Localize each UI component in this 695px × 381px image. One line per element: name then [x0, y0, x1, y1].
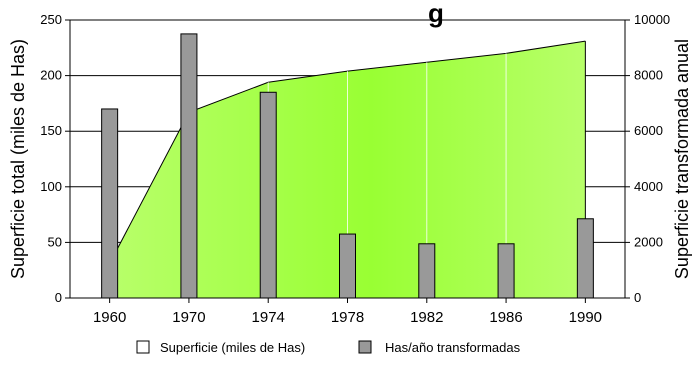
legend-swatch-bar: [358, 340, 372, 354]
right-tick-label: 0: [634, 290, 641, 305]
chart-title-fragment: g: [428, 0, 444, 28]
x-tick-label: 1982: [410, 309, 443, 326]
x-tick-label: 1960: [93, 309, 126, 326]
right-tick-label: 10000: [634, 12, 670, 27]
x-tick-label: 1978: [331, 309, 364, 326]
bar-1978: [339, 233, 356, 299]
bar-1960: [101, 108, 119, 299]
bar-1970: [180, 33, 198, 299]
left-tick-label: 100: [40, 179, 62, 194]
right-tick-label: 8000: [634, 68, 663, 83]
right-tick-label: 6000: [634, 123, 663, 138]
legend-label-bar: Has/año transformadas: [385, 340, 521, 355]
left-axis-title: Superficie total (miles de Has): [8, 39, 28, 279]
x-tick-label: 1990: [569, 309, 602, 326]
left-tick-label: 200: [40, 68, 62, 83]
left-tick-label: 0: [55, 290, 62, 305]
left-tick-label: 250: [40, 12, 62, 27]
right-tick-label: 2000: [634, 234, 663, 249]
right-tick-label: 4000: [634, 179, 663, 194]
bar-1982: [418, 243, 436, 299]
legend-swatch-area: [136, 340, 150, 354]
axes: 0 50 100 150 200 250 0 2000 4000 6000 8000 10000 196…: [8, 12, 692, 326]
legend: Superficie (miles de Has) Has/año transf…: [136, 340, 521, 355]
legend-label-area: Superficie (miles de Has): [160, 340, 305, 355]
left-tick-label: 150: [40, 123, 62, 138]
left-tick-label: 50: [48, 234, 62, 249]
bar-1986: [497, 243, 515, 299]
bar-1990: [576, 218, 594, 299]
right-axis-title: Superficie transformada anual: [672, 39, 692, 279]
bar-1974: [259, 91, 277, 299]
x-tick-label: 1986: [489, 309, 522, 326]
bar-series: [101, 33, 594, 299]
x-tick-label: 1974: [252, 309, 285, 326]
x-tick-label: 1970: [172, 309, 205, 326]
